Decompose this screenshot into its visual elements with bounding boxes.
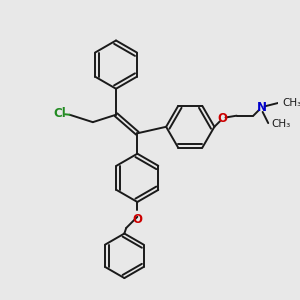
Text: N: N — [257, 101, 267, 114]
Text: CH₃: CH₃ — [271, 119, 290, 129]
Text: O: O — [218, 112, 228, 125]
Text: O: O — [132, 213, 142, 226]
Text: CH₃: CH₃ — [282, 98, 300, 108]
Text: Cl: Cl — [53, 107, 66, 120]
